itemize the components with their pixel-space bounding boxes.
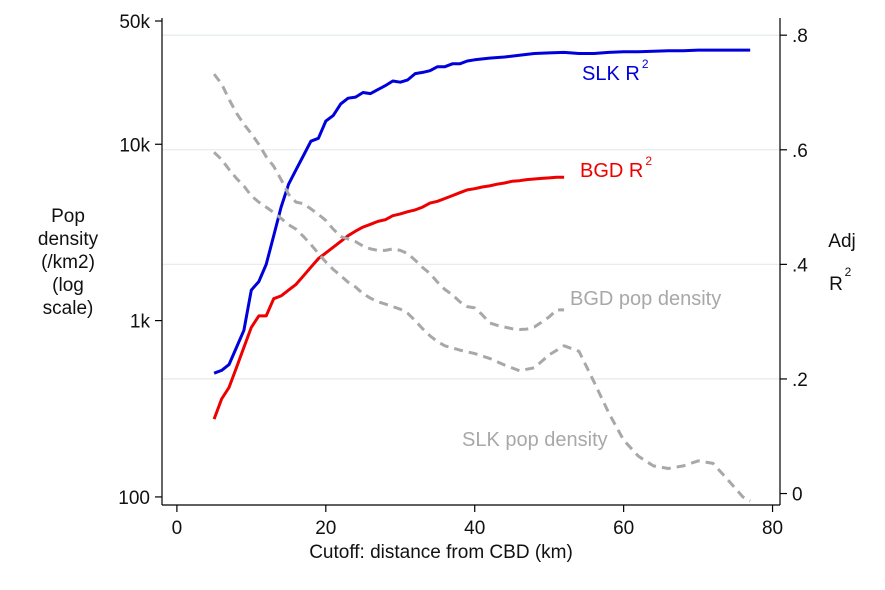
gridlines <box>162 34 780 380</box>
left-axis-label-line: scale) <box>43 298 94 319</box>
series-label-superscript: 2 <box>645 154 652 168</box>
series-line-slk-pop-density <box>213 151 751 503</box>
right-tick-label: .4 <box>792 255 808 276</box>
right-axis-label-r: R <box>829 274 843 295</box>
x-tick-label: 80 <box>762 518 783 539</box>
left-axis-label-line: Pop <box>51 206 85 227</box>
left-tick-label: 10k <box>119 135 150 156</box>
series-line-slk-r <box>213 48 751 375</box>
left-axis-label-line: (/km2) <box>41 252 95 273</box>
series-label: SLK pop density <box>462 429 608 451</box>
x-tick-label: 40 <box>464 518 485 539</box>
x-tick-label: 20 <box>315 518 336 539</box>
right-axis-label-adj: Adj <box>828 231 855 252</box>
x-axis-label: Cutoff: distance from CBD (km) <box>309 542 573 563</box>
series-label: SLK R <box>582 63 640 85</box>
series-line-bgd-r <box>212 175 565 420</box>
series-label: BGD pop density <box>570 288 721 310</box>
series-label-superscript: 2 <box>642 57 649 71</box>
right-tick-label: .6 <box>792 141 808 162</box>
series-lines <box>212 48 751 503</box>
right-tick-label: 0 <box>792 485 803 506</box>
x-tick-label: 0 <box>172 518 183 539</box>
series-line-bgd-pop-density <box>212 73 565 331</box>
right-axis-label-superscript: 2 <box>845 265 852 279</box>
left-axis-label-line: (log <box>52 275 84 296</box>
left-tick-label: 50k <box>119 12 150 33</box>
x-tick-label: 60 <box>613 518 634 539</box>
left-tick-label: 100 <box>118 488 150 509</box>
left-tick-label: 1k <box>130 312 151 333</box>
left-axis-label: Pop density (/km2) (log scale) <box>38 206 99 319</box>
right-tick-label: .2 <box>792 370 808 391</box>
axes: 100 1k 10k 50k 0 .2 .4 .6 .8 0 20 40 60 80 Cutoff: dis… <box>38 12 856 563</box>
series-label: BGD R <box>580 160 643 182</box>
left-axis-label-line: density <box>38 229 99 250</box>
right-tick-label: .8 <box>792 26 808 47</box>
